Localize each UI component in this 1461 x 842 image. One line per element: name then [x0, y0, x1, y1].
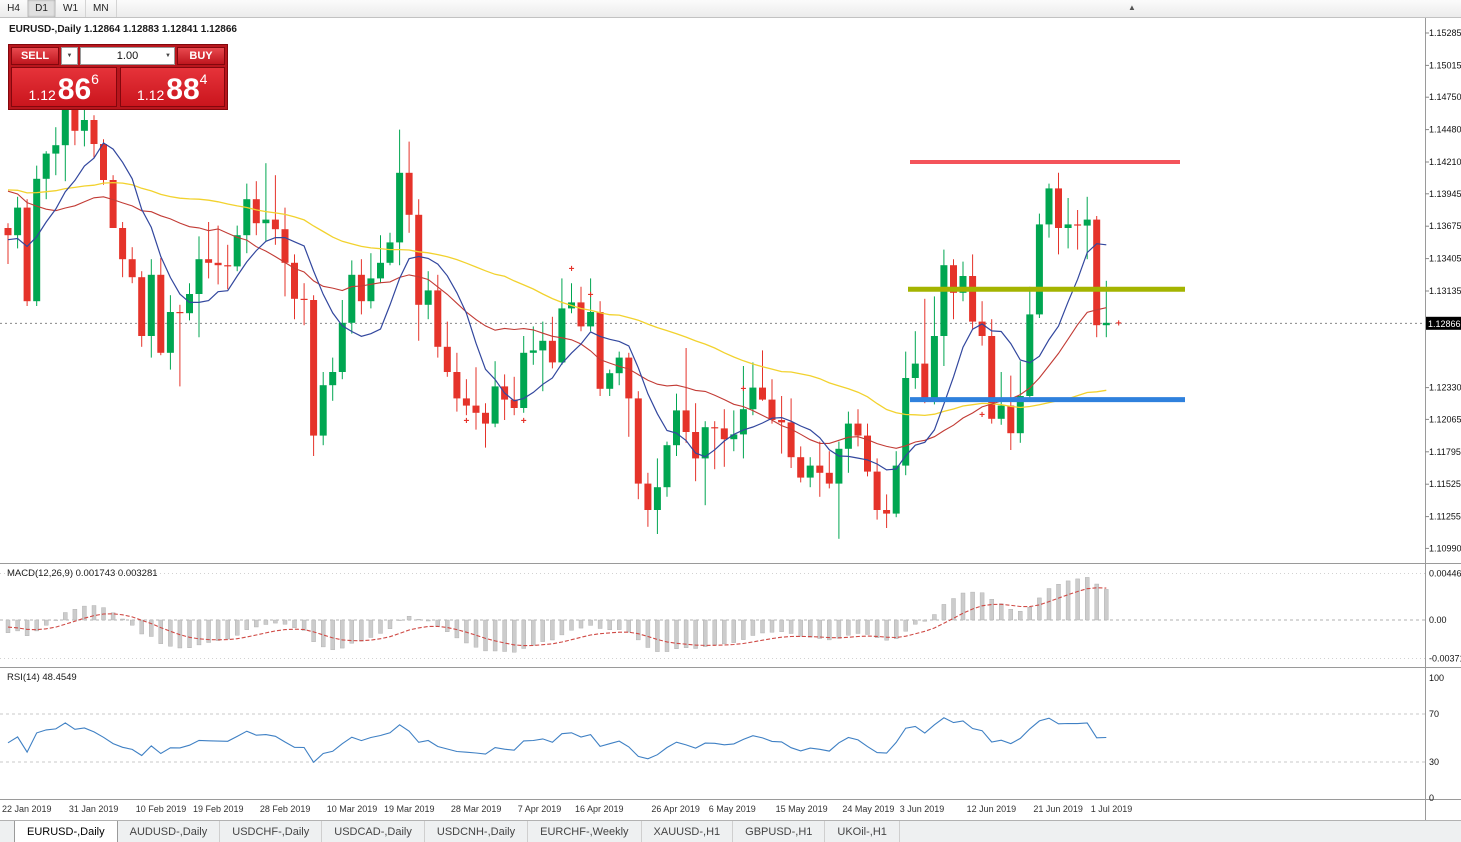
svg-text:0.00: 0.00: [1429, 615, 1447, 625]
svg-text:+: +: [740, 384, 746, 395]
svg-text:1.11255: 1.11255: [1429, 512, 1461, 522]
svg-text:+: +: [979, 410, 985, 421]
svg-text:1.12065: 1.12065: [1429, 414, 1461, 424]
svg-text:21 Jun 2019: 21 Jun 2019: [1033, 804, 1083, 814]
volume-dropdown-icon[interactable]: ▼: [61, 47, 78, 65]
svg-text:1.10990: 1.10990: [1429, 543, 1461, 553]
svg-text:1.15285: 1.15285: [1429, 28, 1461, 38]
svg-text:1.13675: 1.13675: [1429, 221, 1461, 231]
sell-button[interactable]: SELL: [11, 47, 59, 65]
svg-text:26 Apr 2019: 26 Apr 2019: [651, 804, 700, 814]
tab-usdcnh-daily[interactable]: USDCNH-,Daily: [425, 821, 529, 842]
sell-price-sup: 6: [91, 71, 99, 87]
rsi-indicator-label: RSI(14) 48.4549: [7, 672, 77, 683]
volume-input[interactable]: 1.00 ▼: [80, 47, 175, 65]
svg-text:1.14480: 1.14480: [1429, 125, 1461, 135]
svg-text:10 Feb 2019: 10 Feb 2019: [136, 804, 187, 814]
tab-ukoil-h1[interactable]: UKOil-,H1: [825, 821, 900, 842]
svg-text:28 Mar 2019: 28 Mar 2019: [451, 804, 502, 814]
svg-text:7 Apr 2019: 7 Apr 2019: [518, 804, 562, 814]
svg-text:15 May 2019: 15 May 2019: [776, 804, 828, 814]
sell-price-big: 86: [57, 73, 92, 107]
svg-text:16 Apr 2019: 16 Apr 2019: [575, 804, 624, 814]
svg-text:19 Mar 2019: 19 Mar 2019: [384, 804, 435, 814]
svg-text:+: +: [521, 416, 527, 427]
one-click-trading-panel: SELL ▼ 1.00 ▼ BUY 1.12 86 6 1.12 88 4: [8, 44, 228, 110]
chart-title: EURUSD-,Daily 1.12864 1.12883 1.12841 1.…: [9, 24, 237, 35]
sell-price-button[interactable]: 1.12 86 6: [11, 67, 117, 107]
trade-prices-row: 1.12 86 6 1.12 88 4: [11, 67, 225, 107]
svg-text:28 Feb 2019: 28 Feb 2019: [260, 804, 311, 814]
buy-price-big: 88: [166, 73, 200, 107]
svg-text:6 May 2019: 6 May 2019: [709, 804, 756, 814]
buy-price-small: 1.12: [137, 86, 165, 103]
svg-text:1.13945: 1.13945: [1429, 189, 1461, 199]
svg-text:70: 70: [1429, 709, 1439, 719]
timeframe-h4-button[interactable]: H4: [0, 0, 28, 17]
svg-text:+: +: [463, 416, 469, 427]
svg-text:+: +: [569, 264, 575, 275]
svg-text:1.11525: 1.11525: [1429, 479, 1461, 489]
chart-window: + + + + + + + + +1.15285 1.15015 1.14750 1.14480 1.1…: [0, 18, 1461, 820]
chart-tabs-bar: EURUSD-,Daily AUDUSD-,Daily USDCHF-,Dail…: [0, 820, 1461, 842]
svg-text:19 Feb 2019: 19 Feb 2019: [193, 804, 244, 814]
svg-text:1.14210: 1.14210: [1429, 157, 1461, 167]
svg-text:1.12330: 1.12330: [1429, 383, 1461, 393]
tab-gbpusd-h1[interactable]: GBPUSD-,H1: [733, 821, 826, 842]
macd-indicator-label: MACD(12,26,9) 0.001743 0.003281: [7, 568, 158, 579]
svg-text:0: 0: [1429, 793, 1434, 803]
svg-text:+: +: [760, 390, 766, 401]
svg-text:-0.003715: -0.003715: [1429, 654, 1461, 664]
buy-button[interactable]: BUY: [177, 47, 225, 65]
sell-price-small: 1.12: [28, 86, 56, 103]
timeframe-mn-button[interactable]: MN: [86, 0, 117, 17]
volume-value: 1.00: [116, 50, 139, 62]
timeframe-d1-button[interactable]: D1: [28, 0, 56, 17]
timeframe-w1-button[interactable]: W1: [56, 0, 86, 17]
buy-price-button[interactable]: 1.12 88 4: [119, 67, 225, 107]
trade-controls-row: SELL ▼ 1.00 ▼ BUY: [11, 47, 225, 65]
tab-eurusd-daily[interactable]: EURUSD-,Daily: [14, 821, 118, 842]
svg-text:22 Jan 2019: 22 Jan 2019: [2, 804, 52, 814]
tab-usdcad-daily[interactable]: USDCAD-,Daily: [322, 821, 425, 842]
svg-text:30: 30: [1429, 757, 1439, 767]
svg-text:1.11795: 1.11795: [1429, 447, 1461, 457]
buy-price-sup: 4: [199, 71, 208, 87]
svg-text:1.15015: 1.15015: [1429, 60, 1461, 70]
svg-text:10 Mar 2019: 10 Mar 2019: [327, 804, 378, 814]
tab-audusd-daily[interactable]: AUDUSD-,Daily: [118, 821, 221, 842]
svg-text:24 May 2019: 24 May 2019: [842, 804, 894, 814]
svg-text:+: +: [1008, 415, 1014, 426]
svg-text:1.13135: 1.13135: [1429, 286, 1461, 296]
svg-text:0.004465: 0.004465: [1429, 569, 1461, 579]
svg-text:+: +: [1116, 318, 1122, 329]
price-chart-canvas[interactable]: + + + + + + + + +1.15285 1.15015 1.14750 1.14480 1.1…: [0, 18, 1461, 820]
svg-text:1 Jul 2019: 1 Jul 2019: [1091, 804, 1133, 814]
svg-text:12 Jun 2019: 12 Jun 2019: [967, 804, 1017, 814]
svg-text:1.13405: 1.13405: [1429, 254, 1461, 264]
svg-text:1.12866: 1.12866: [1428, 319, 1461, 329]
tab-eurchf-weekly[interactable]: EURCHF-,Weekly: [528, 821, 642, 842]
scroll-to-end-icon[interactable]: ▲: [1128, 3, 1136, 12]
svg-text:31 Jan 2019: 31 Jan 2019: [69, 804, 119, 814]
tab-xauusd-h1[interactable]: XAUUSD-,H1: [642, 821, 734, 842]
svg-text:3 Jun 2019: 3 Jun 2019: [900, 804, 945, 814]
timeframe-toolbar: H4 D1 W1 MN ▲: [0, 0, 1461, 18]
svg-text:+: +: [588, 290, 594, 301]
tab-usdchf-daily[interactable]: USDCHF-,Daily: [220, 821, 323, 842]
volume-caret-icon[interactable]: ▼: [165, 53, 171, 59]
svg-text:100: 100: [1429, 673, 1444, 683]
svg-text:1.14750: 1.14750: [1429, 92, 1461, 102]
